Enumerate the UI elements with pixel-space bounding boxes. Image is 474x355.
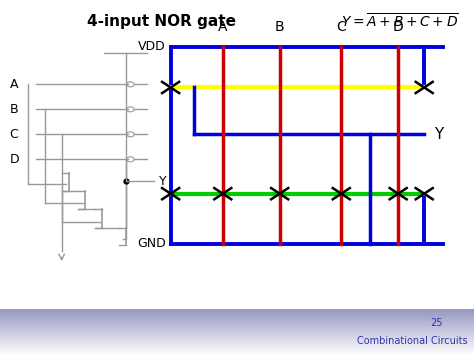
- Text: Y: Y: [159, 175, 166, 188]
- Text: C: C: [9, 128, 18, 141]
- Text: Combinational Circuits: Combinational Circuits: [357, 336, 468, 346]
- Text: A: A: [9, 78, 18, 91]
- Text: D: D: [9, 153, 19, 166]
- Text: C: C: [337, 20, 346, 34]
- Text: VDD: VDD: [138, 40, 166, 53]
- Text: 25: 25: [430, 318, 442, 328]
- Text: D: D: [393, 20, 403, 34]
- Text: 4-input NOR gate: 4-input NOR gate: [87, 14, 236, 29]
- Text: A: A: [218, 20, 228, 34]
- Text: Y: Y: [434, 127, 443, 142]
- Text: $Y=\overline{A+B+C+D}$: $Y=\overline{A+B+C+D}$: [341, 13, 459, 31]
- Text: GND: GND: [137, 237, 166, 250]
- Text: B: B: [275, 20, 284, 34]
- Text: B: B: [9, 103, 18, 116]
